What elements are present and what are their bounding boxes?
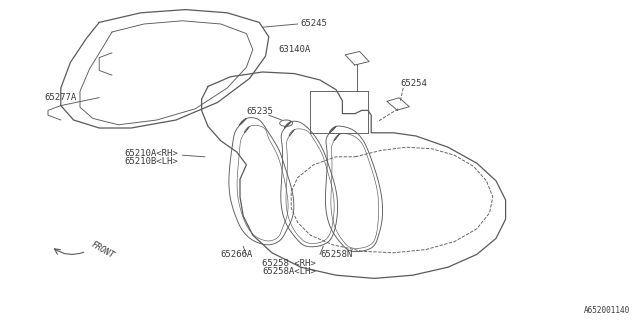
Text: 65254: 65254 [400, 79, 427, 88]
Text: 65258N: 65258N [320, 250, 352, 259]
Text: 65266A: 65266A [221, 250, 253, 259]
Text: 65245: 65245 [301, 20, 328, 28]
Text: 65258 <RH>: 65258 <RH> [262, 260, 316, 268]
Text: 65235: 65235 [246, 108, 273, 116]
Text: 65210B<LH>: 65210B<LH> [125, 157, 179, 166]
Text: 65277A: 65277A [45, 93, 77, 102]
Text: 63140A: 63140A [278, 45, 310, 54]
Text: FRONT: FRONT [90, 240, 116, 260]
Text: 65210A<RH>: 65210A<RH> [125, 149, 179, 158]
Text: 65258A<LH>: 65258A<LH> [262, 267, 316, 276]
Text: A652001140: A652001140 [584, 306, 630, 315]
